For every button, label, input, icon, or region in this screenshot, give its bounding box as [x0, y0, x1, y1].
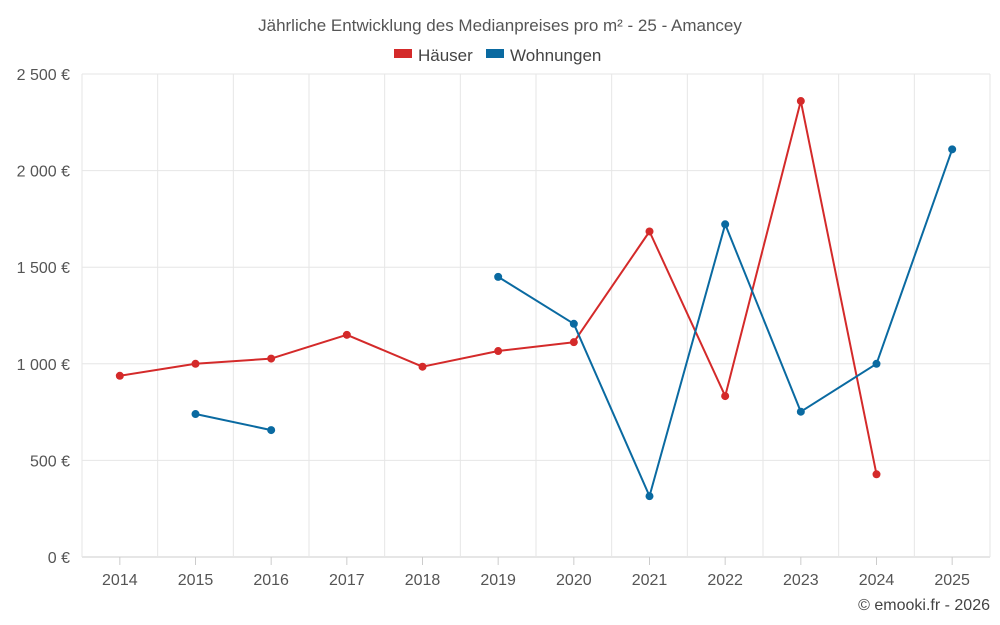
data-point-wohnungen — [191, 410, 200, 419]
x-tick-label: 2021 — [632, 572, 668, 589]
x-tick-label: 2022 — [707, 572, 743, 589]
x-tick-label: 2020 — [556, 572, 592, 589]
y-axis-ticks: 0 € 500 € 1 000 € 1 500 € 2 000 € 2 500 € — [17, 67, 70, 567]
legend-swatch-wohnungen — [486, 49, 504, 58]
x-tick-label: 2014 — [102, 572, 138, 589]
data-point-haeuser — [872, 470, 881, 479]
data-point-haeuser — [796, 97, 805, 106]
legend-label-wohnungen[interactable]: Wohnungen — [510, 46, 601, 65]
data-point-haeuser — [721, 392, 730, 401]
x-tick-label: 2016 — [253, 572, 289, 589]
y-tick-label: 2 500 € — [17, 67, 70, 84]
data-point-wohnungen — [872, 359, 881, 368]
series-line-wohnungen — [195, 413, 272, 432]
data-point-haeuser — [267, 354, 276, 363]
legend-label-haeuser[interactable]: Häuser — [418, 46, 473, 65]
series-line-wohnungen — [497, 148, 954, 498]
data-point-haeuser — [569, 338, 578, 347]
y-tick-label: 1 500 € — [17, 260, 70, 277]
data-point-haeuser — [418, 362, 427, 371]
series-group — [115, 97, 957, 501]
data-point-haeuser — [494, 347, 503, 356]
data-point-haeuser — [191, 359, 200, 368]
legend: Häuser Wohnungen — [394, 46, 601, 65]
data-point-wohnungen — [267, 426, 276, 435]
data-point-haeuser — [645, 227, 654, 236]
grid — [81, 73, 991, 558]
data-point-wohnungen — [796, 407, 805, 416]
x-tick-label: 2015 — [178, 572, 214, 589]
x-tick-label: 2025 — [934, 572, 970, 589]
data-point-haeuser — [115, 371, 124, 380]
x-tick-label: 2019 — [480, 572, 516, 589]
x-tick-label: 2018 — [405, 572, 441, 589]
data-point-wohnungen — [721, 220, 730, 229]
x-tick-label: 2024 — [859, 572, 895, 589]
chart-title: Jährliche Entwicklung des Medianpreises … — [258, 16, 742, 35]
data-point-wohnungen — [645, 492, 654, 501]
data-point-haeuser — [342, 330, 351, 339]
y-tick-label: 1 000 € — [17, 357, 70, 374]
legend-swatch-haeuser — [394, 49, 412, 58]
data-point-wohnungen — [569, 319, 578, 328]
x-tick-label: 2017 — [329, 572, 365, 589]
y-tick-label: 500 € — [30, 453, 70, 470]
data-point-wohnungen — [948, 145, 957, 154]
y-tick-label: 0 € — [48, 550, 70, 567]
y-tick-label: 2 000 € — [17, 164, 70, 181]
data-point-wohnungen — [494, 272, 503, 281]
credit-text: © emooki.fr - 2026 — [858, 597, 990, 614]
x-tick-label: 2023 — [783, 572, 819, 589]
x-axis-ticks: 2014 2015 2016 2017 2018 2019 2020 2021 2022 2023… — [102, 557, 970, 589]
